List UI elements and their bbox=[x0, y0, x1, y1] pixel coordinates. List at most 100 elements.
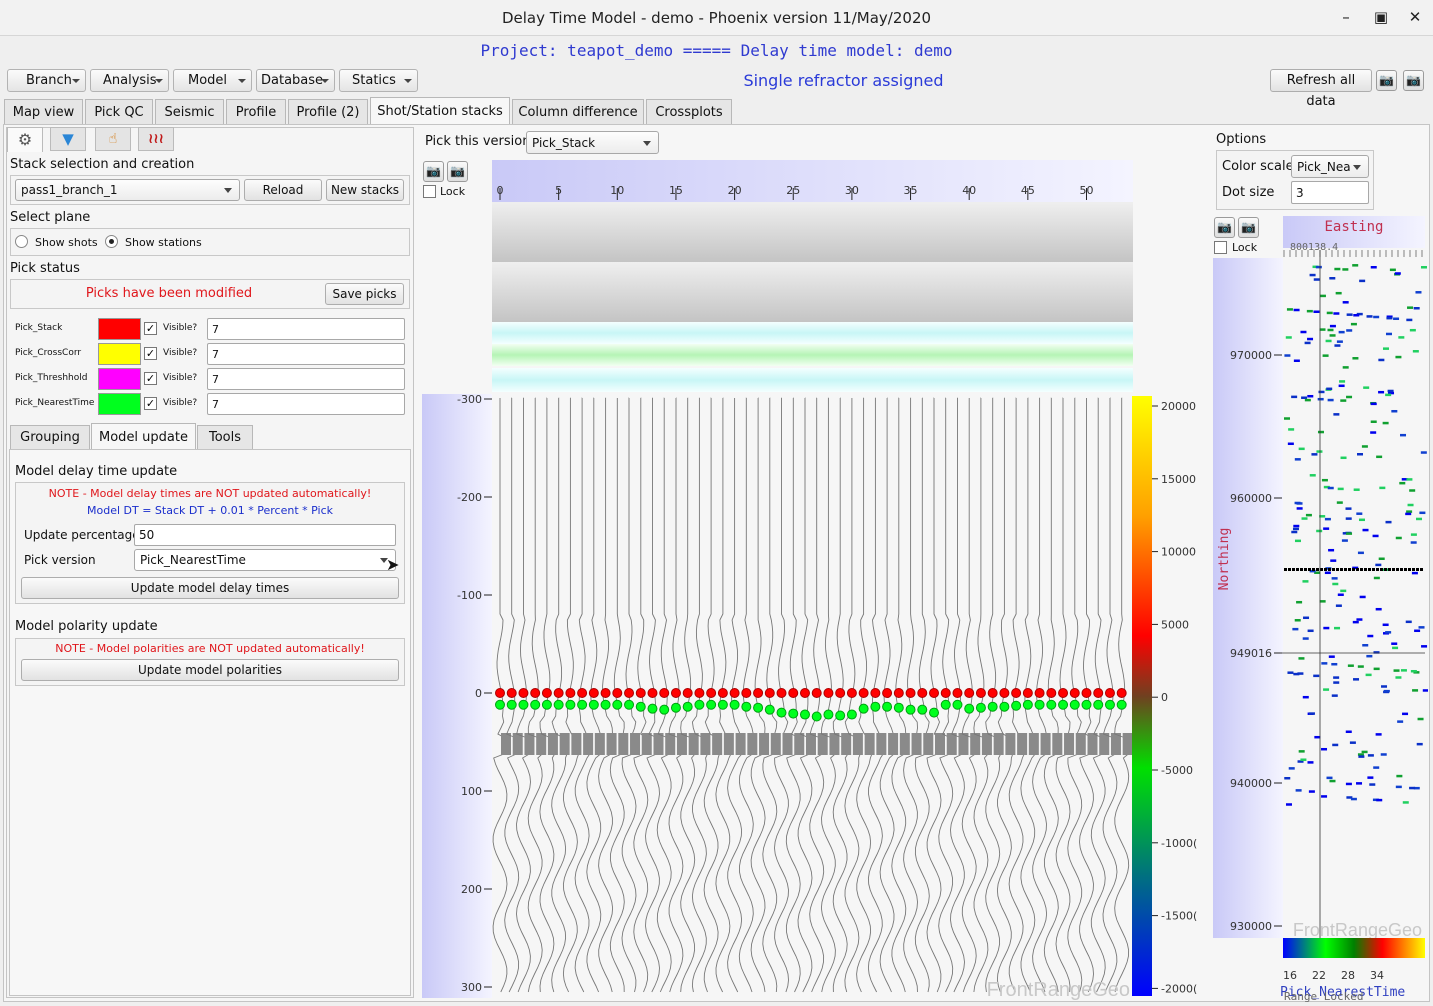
map-station-dot bbox=[1356, 618, 1363, 621]
pick-version-value: Pick_NearestTime bbox=[140, 553, 246, 567]
subtab-tools[interactable]: Tools bbox=[197, 425, 253, 449]
pick-nearest-marker bbox=[717, 699, 728, 710]
camera-icon[interactable]: 📷 bbox=[1376, 70, 1397, 91]
visible-label: Visible? bbox=[163, 348, 198, 358]
visible-checkbox[interactable]: ✓ bbox=[144, 372, 157, 385]
pick-nearest-marker bbox=[530, 699, 541, 710]
map-line-dot bbox=[1324, 568, 1327, 571]
camera-icon[interactable]: 📷 bbox=[1214, 217, 1235, 238]
reload-button[interactable]: Reload bbox=[244, 179, 322, 201]
pick-color-swatch[interactable] bbox=[98, 368, 141, 390]
tab-profile[interactable]: Profile bbox=[226, 99, 286, 124]
new-stacks-button[interactable]: New stacks bbox=[326, 179, 404, 201]
show-shots-label: Show shots bbox=[35, 236, 98, 249]
stack-plot[interactable]: 0 5 10 15 20 25 30 35 40 45 50 -300 -200 -100 0 100 200… bbox=[420, 158, 1210, 1000]
map-line-dot bbox=[1292, 568, 1295, 571]
pick-nearest-marker bbox=[495, 699, 505, 710]
pick-size-field[interactable]: 7 bbox=[207, 343, 405, 365]
colorbar-tick-label: -5000 bbox=[1161, 764, 1193, 777]
show-stations-radio[interactable] bbox=[105, 235, 118, 248]
map-station-dot bbox=[1398, 336, 1405, 339]
pick-color-swatch[interactable] bbox=[98, 318, 141, 340]
map-station-dot bbox=[1323, 626, 1330, 630]
pick-stack-marker bbox=[530, 688, 541, 698]
branch-menu[interactable]: Branch bbox=[7, 69, 86, 92]
update-delay-times-button[interactable]: Update model delay times bbox=[21, 577, 399, 599]
camera-icon[interactable]: 📷 bbox=[423, 161, 444, 182]
subtab-grouping[interactable]: Grouping bbox=[10, 425, 90, 449]
analysis-menu[interactable]: Analysis bbox=[90, 69, 169, 92]
map-station-dot bbox=[1365, 673, 1372, 677]
map-station-dot bbox=[1385, 393, 1392, 397]
camera-save-icon[interactable]: 📷 bbox=[1238, 217, 1259, 238]
tab-pick-qc[interactable]: Pick QC bbox=[85, 99, 153, 124]
gear-icon[interactable]: ⚙ bbox=[7, 127, 43, 152]
map-station-dot bbox=[1328, 548, 1335, 552]
show-shots-radio[interactable] bbox=[15, 235, 28, 248]
camera-save-icon[interactable]: 📷 bbox=[1403, 70, 1424, 91]
close-icon[interactable]: ✕ bbox=[1408, 8, 1422, 26]
pick-color-swatch[interactable] bbox=[98, 343, 141, 365]
pick-color-swatch[interactable] bbox=[98, 393, 141, 415]
map-station-dot bbox=[1321, 478, 1328, 482]
subtab-model-update[interactable]: Model update bbox=[91, 423, 196, 450]
maximize-icon[interactable]: ▣ bbox=[1373, 8, 1389, 26]
color-scale-select[interactable]: Pick_Nea bbox=[1291, 155, 1369, 178]
pick-size-field[interactable]: 7 bbox=[207, 368, 405, 390]
pick-stack-marker bbox=[799, 688, 810, 698]
visible-checkbox[interactable]: ✓ bbox=[144, 322, 157, 335]
watermark: FrontRangeGeo bbox=[1293, 920, 1422, 940]
tab-map-view[interactable]: Map view bbox=[4, 99, 83, 124]
dot-size-field[interactable]: 3 bbox=[1291, 181, 1369, 204]
lock-checkbox[interactable] bbox=[1214, 241, 1227, 254]
tab-shot-station-stacks[interactable]: Shot/Station stacks bbox=[370, 97, 510, 125]
pick-nearest-marker bbox=[518, 699, 529, 710]
pick-this-version-select[interactable]: Pick_Stack bbox=[526, 131, 659, 154]
hand-pointer-icon[interactable]: ☝ bbox=[95, 127, 131, 151]
pick-size-field[interactable]: 7 bbox=[207, 393, 405, 415]
x-tick-label: 5 bbox=[555, 184, 562, 197]
tab-seismic[interactable]: Seismic bbox=[155, 99, 224, 124]
visible-checkbox[interactable]: ✓ bbox=[144, 397, 157, 410]
stack-selector[interactable]: pass1_branch_1 bbox=[15, 179, 240, 201]
filter-icon[interactable]: ▼ bbox=[50, 127, 86, 151]
map-station-dot bbox=[1324, 517, 1331, 521]
map-line-dot bbox=[1328, 568, 1331, 571]
map-station-dot bbox=[1378, 358, 1385, 362]
pick-nearest-marker bbox=[588, 699, 599, 710]
save-picks-button[interactable]: Save picks bbox=[325, 283, 404, 305]
map-plot[interactable]: Easting 800138.4 Northing 970000 960000 94… bbox=[1212, 214, 1428, 1002]
tab-profile-2[interactable]: Profile (2) bbox=[288, 99, 368, 124]
pick-stack-marker bbox=[846, 688, 857, 698]
trace-fill bbox=[583, 733, 594, 755]
map-station-dot bbox=[1352, 357, 1359, 360]
update-polarities-button[interactable]: Update model polarities bbox=[21, 659, 399, 681]
statics-menu[interactable]: Statics bbox=[339, 69, 418, 92]
tab-column-difference[interactable]: Column difference bbox=[512, 99, 644, 124]
pick-nearest-marker bbox=[577, 699, 588, 710]
pick-version-select[interactable]: Pick_NearestTime bbox=[134, 549, 396, 571]
refresh-all-button[interactable]: Refresh all data bbox=[1270, 69, 1372, 109]
model-menu[interactable]: Model bbox=[173, 69, 252, 92]
camera-save-icon[interactable]: 📷 bbox=[447, 161, 468, 182]
wiggle-traces-icon[interactable]: ≀≀≀ bbox=[138, 127, 174, 151]
gray-band bbox=[492, 202, 1133, 262]
map-station-dot bbox=[1373, 651, 1380, 654]
map-station-dot bbox=[1287, 671, 1294, 674]
database-menu[interactable]: Database bbox=[256, 69, 335, 92]
pick-nearest-marker bbox=[553, 699, 564, 710]
pick-stack-marker bbox=[764, 688, 775, 698]
tab-crossplots[interactable]: Crossplots bbox=[646, 99, 732, 124]
pick-stack-marker bbox=[964, 688, 975, 698]
visible-checkbox[interactable]: ✓ bbox=[144, 347, 157, 360]
trace-fill bbox=[501, 733, 511, 755]
pick-size-field[interactable]: 7 bbox=[207, 318, 405, 340]
lock-checkbox[interactable] bbox=[423, 185, 436, 198]
update-percentage-field[interactable]: 50 bbox=[134, 524, 396, 546]
trace-fill bbox=[817, 733, 828, 755]
map-station-dot bbox=[1334, 267, 1341, 271]
minimize-icon[interactable]: – bbox=[1342, 8, 1350, 26]
y-tick-label: 970000 bbox=[1230, 349, 1272, 362]
plane-section-title: Select plane bbox=[10, 210, 91, 225]
map-station-dot bbox=[1315, 265, 1322, 269]
